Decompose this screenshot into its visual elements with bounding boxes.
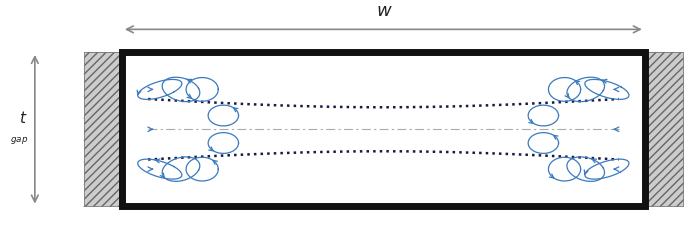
Text: w: w xyxy=(376,2,391,20)
Text: $_{gap}$: $_{gap}$ xyxy=(10,134,28,147)
Text: $t$: $t$ xyxy=(20,110,28,126)
Bar xyxy=(122,52,645,206)
Bar xyxy=(148,61,619,198)
Bar xyxy=(84,52,122,206)
Bar xyxy=(645,52,683,206)
